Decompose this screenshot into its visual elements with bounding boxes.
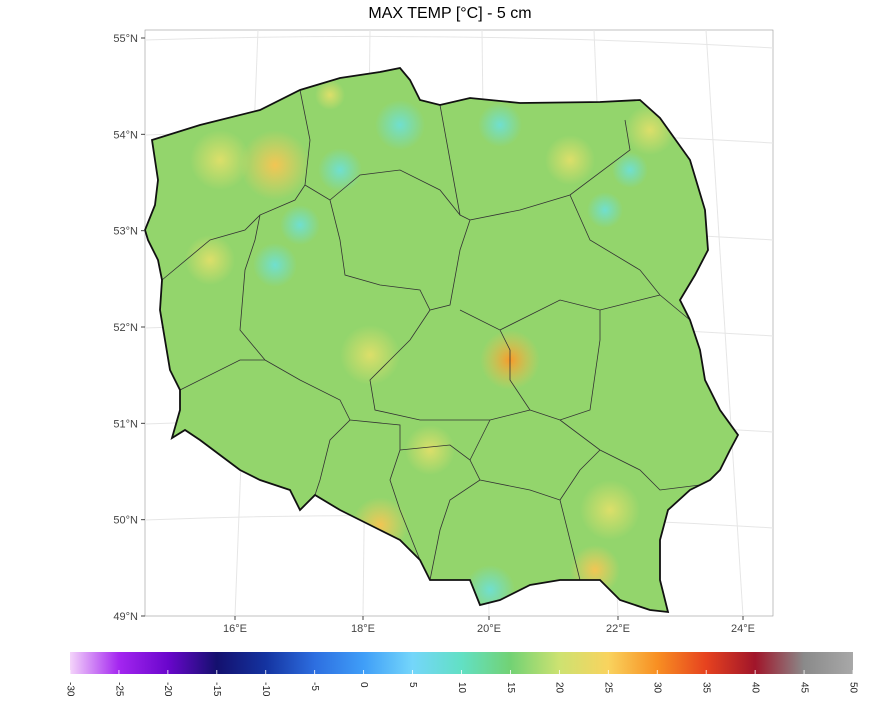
colorbar-tick-label: -30 xyxy=(64,682,75,697)
colorbar-tick-label: -20 xyxy=(162,682,173,697)
map-title: MAX TEMP [°C] - 5 cm xyxy=(368,5,531,22)
colorbar: -30 -25 -20 -15 -10 -5 0 5 10 15 20 25 30 35 40 45 50 xyxy=(64,652,858,697)
colorbar-tick-label: 30 xyxy=(652,682,663,694)
lat-labels: 55°N 54°N 53°N 52°N 51°N 50°N 49°N xyxy=(113,33,145,623)
colorbar-tick-label: 0 xyxy=(358,682,369,688)
colorbar-tick-label: 15 xyxy=(505,682,516,694)
lat-label: 52°N xyxy=(113,322,138,334)
lon-label: 18°E xyxy=(351,623,375,635)
lon-label: 24°E xyxy=(731,623,755,635)
lon-label: 20°E xyxy=(477,623,501,635)
lat-label: 49°N xyxy=(113,611,138,623)
colorbar-tick-label: 5 xyxy=(407,682,418,688)
colorbar-tick-label: 25 xyxy=(603,682,614,694)
region-borders xyxy=(144,67,739,613)
lat-label: 51°N xyxy=(113,418,138,430)
colorbar-tick-label: 35 xyxy=(701,682,712,694)
colorbar-tick-label: 10 xyxy=(456,682,467,694)
lat-label: 50°N xyxy=(113,515,138,527)
lat-label: 54°N xyxy=(113,129,138,141)
plot-frame xyxy=(144,29,774,617)
colorbar-tick-label: 20 xyxy=(554,682,565,694)
temperature-field xyxy=(145,68,738,612)
colorbar-tick-label: 45 xyxy=(798,682,809,694)
colorbar-tick-label: 40 xyxy=(749,682,760,694)
lat-label: 53°N xyxy=(113,226,138,238)
colorbar-tick-label: -10 xyxy=(260,682,271,697)
lon-label: 22°E xyxy=(606,623,630,635)
lat-label: 55°N xyxy=(113,33,138,45)
colorbar-tick-label: 50 xyxy=(847,682,858,694)
colorbar-tick-label: -25 xyxy=(113,682,124,697)
colorbar-bar xyxy=(70,652,853,674)
colorbar-tick-label: -15 xyxy=(211,682,222,697)
colorbar-tick-label: -5 xyxy=(309,682,320,691)
lon-label: 16°E xyxy=(223,623,247,635)
lon-labels: 16°E 18°E 20°E 22°E 24°E xyxy=(223,616,755,635)
